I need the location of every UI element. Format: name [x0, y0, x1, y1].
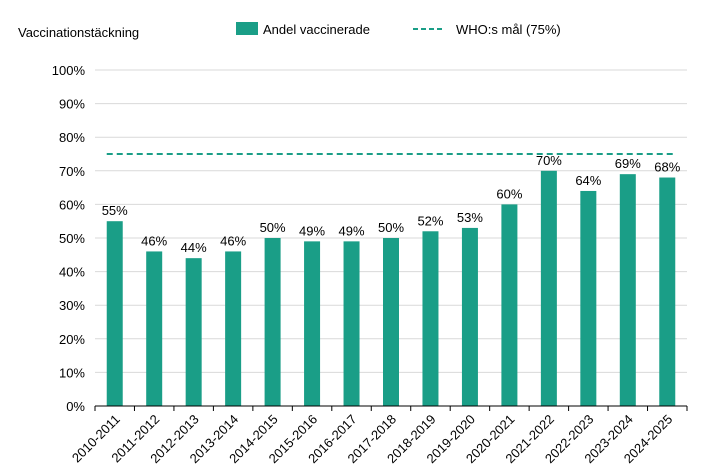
bar [501, 204, 518, 406]
y-axis: 0% 10% 20% 30% 40% 50% 60% 70% 80% 90% 100% [52, 63, 86, 414]
bar [106, 221, 123, 406]
bar [225, 251, 242, 406]
bar-value-label: 69% [615, 156, 641, 171]
bar-value-label: 70% [536, 153, 562, 168]
bar-value-label: 50% [260, 220, 286, 235]
legend: Andel vaccinerade WHO:s mål (75%) [236, 22, 561, 37]
bar-value-label: 53% [457, 210, 483, 225]
bar-value-label: 49% [299, 223, 325, 238]
bar-value-label: 64% [575, 173, 601, 188]
y-tick-label: 0% [66, 399, 85, 414]
bar [461, 227, 478, 406]
bar [422, 231, 439, 406]
y-tick-label: 20% [59, 332, 85, 347]
y-tick-label: 100% [52, 63, 86, 78]
bar [540, 170, 557, 406]
bar-value-label: 49% [339, 223, 365, 238]
bar-value-label: 60% [496, 186, 522, 201]
y-tick-label: 10% [59, 365, 85, 380]
bar [383, 238, 399, 406]
y-tick-label: 50% [59, 231, 85, 246]
bar [343, 241, 360, 406]
bar-value-label: 68% [654, 160, 680, 175]
x-axis-ticks: 2010-20112011-20122012-20132013-20142014… [69, 406, 688, 466]
y-tick-label: 80% [59, 130, 85, 145]
y-tick-label: 70% [59, 164, 85, 179]
bar [185, 258, 202, 406]
bar [304, 241, 321, 406]
legend-swatch-bars [236, 22, 258, 35]
y-tick-label: 30% [59, 298, 85, 313]
y-tick-label: 90% [59, 97, 85, 112]
bar-value-label: 44% [181, 240, 207, 255]
bar [659, 177, 676, 406]
legend-label-target: WHO:s mål (75%) [456, 22, 561, 37]
bar-value-label: 46% [220, 233, 246, 248]
bar [146, 251, 163, 406]
y-tick-label: 40% [59, 265, 85, 280]
bar-value-label: 50% [378, 220, 404, 235]
y-tick-label: 60% [59, 197, 85, 212]
bar-value-label: 46% [141, 233, 167, 248]
bar-value-label: 52% [417, 213, 443, 228]
bar [619, 174, 636, 406]
legend-label-bars: Andel vaccinerade [263, 22, 370, 37]
bar [264, 238, 281, 406]
bars [106, 170, 676, 406]
y-axis-title: Vaccinationstäckning [18, 25, 139, 40]
bar-value-label: 55% [102, 203, 128, 218]
bar [580, 190, 597, 406]
value-labels: 55% 46% 44% 46% 50% 49% 49% 50% 52% 53% 60% 70% 64% 6… [102, 153, 681, 255]
